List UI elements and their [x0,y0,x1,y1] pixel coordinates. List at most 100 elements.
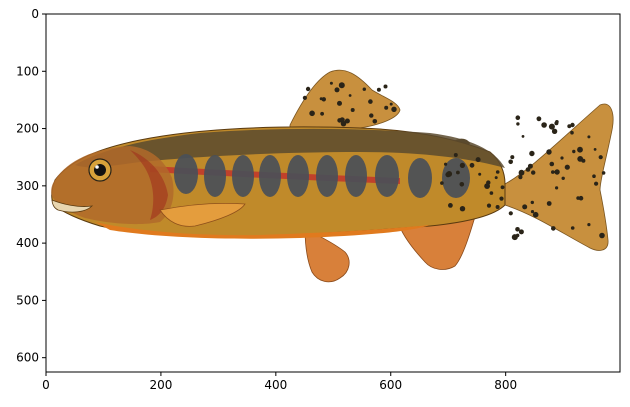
spot [546,201,552,206]
spot [515,227,520,232]
y-tick-label: 500 [16,293,39,307]
spot [551,170,555,174]
spot [554,121,559,126]
parr-mark [442,158,470,198]
spot [469,162,475,168]
spot [515,233,520,238]
spot [495,170,500,174]
spot [444,162,448,166]
mouth [51,199,94,213]
spot [440,181,444,185]
spot [338,82,345,89]
pectoral-fin [159,202,246,227]
spot [577,156,584,162]
spot [522,204,528,210]
spot [551,226,556,231]
spot [567,124,572,129]
spot [459,206,466,212]
y-tick-label: 400 [16,236,39,250]
spot [527,163,533,169]
parr-mark [287,155,309,197]
spot [494,176,498,180]
spot [389,102,393,106]
spot [456,170,460,175]
parr-mark [408,158,432,198]
spot [598,155,603,160]
fish-head [51,146,174,225]
spot [531,170,536,175]
spot [334,87,340,93]
spot [594,181,599,186]
spot [516,122,520,126]
x-tick-label: 0 [42,378,50,392]
y-tick-label: 0 [31,7,39,21]
parr-mark [375,155,399,197]
spot [500,185,505,190]
parr-mark [259,155,281,197]
eye-highlight [95,165,99,169]
spot [508,159,513,165]
spot [348,94,352,97]
belly [95,222,430,239]
spot [320,111,324,116]
spot [593,148,597,151]
spot [592,174,596,178]
spots [302,81,606,241]
spot [536,116,542,122]
spot [599,232,605,239]
spot [561,176,565,180]
x-axis: 0 200 400 600 800 [42,372,517,392]
spot [475,157,481,163]
spot [572,149,576,154]
axes-frame [45,13,621,373]
x-tick-label: 400 [264,378,287,392]
spot [319,97,323,101]
spot [570,122,575,128]
x-tick-label: 800 [494,378,517,392]
spot [372,119,378,124]
spot [601,171,606,175]
spot [577,146,583,153]
parr-mark [174,154,198,194]
spot [510,155,515,160]
spot [518,169,525,176]
spot [495,205,500,209]
spot [337,118,342,123]
spot [532,211,539,218]
spot [362,87,366,91]
spot [368,99,373,104]
spot [392,108,396,112]
spot [548,123,555,130]
spot [554,169,560,175]
fish-image [46,14,620,372]
spot [530,210,535,214]
spot [329,81,333,85]
spot [564,164,570,170]
spot [529,150,535,157]
spot [541,122,547,128]
parr-mark [316,155,338,197]
parr-marks [174,154,470,198]
spot [518,175,523,180]
spot [350,108,355,112]
y-axis: 0 100 200 300 400 500 600 [16,7,46,365]
spot [384,105,389,110]
tail-fin [504,103,614,251]
spot [489,191,494,195]
spot [459,162,465,168]
spot [530,200,534,205]
spot [478,172,482,176]
spot [337,100,342,106]
parr-mark [345,155,367,197]
x-tick-label: 600 [379,378,402,392]
y-tick-label: 600 [16,351,39,365]
spot [546,149,552,155]
spot [587,223,591,227]
spot [570,130,574,135]
spot [446,171,453,177]
spot [344,118,350,124]
spot [587,135,591,139]
gill-cover [130,150,168,220]
spot [555,186,559,190]
